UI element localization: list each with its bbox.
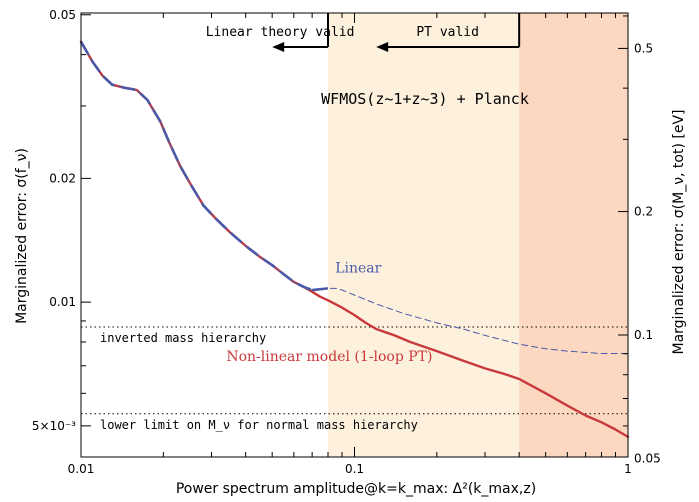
y-tick-label-right: 0.05 [634, 451, 661, 465]
title-annotation: WFMOS(z~1+z~3) + Planck [321, 90, 529, 108]
arrow-label-0: Linear theory valid [206, 25, 355, 40]
y-tick-label-right: 0.2 [634, 205, 653, 219]
y-tick-label-left: 0.05 [49, 8, 76, 22]
series-layer [79, 40, 630, 439]
series-label-0: Linear [335, 261, 381, 277]
reference-label-0: inverted mass hierarchy [100, 331, 266, 345]
axis-ticks: 0.01 0.1 10.050.020.015×10⁻³0.50.20.10.05 [32, 8, 661, 476]
y-axis-label-right: Marginalized error: σ(M_ν, tot) [eV] [671, 110, 687, 355]
annotations: Linear theory valid PT valid WFMOS(z~1+z~3… [206, 13, 529, 365]
reference-label-1: lower limit on M_ν for normal mass hiera… [100, 418, 418, 432]
arrow-label-1: PT valid [416, 25, 479, 40]
x-axis-label: Power spectrum amplitude@k=k_max: Δ²(k_m… [176, 481, 536, 497]
y-axis-label-left: Marginalized error: σ(f_ν) [14, 148, 30, 324]
y-tick-label-left: 0.01 [49, 295, 76, 309]
reference-lines: inverted mass hierarchy lower limit on M_… [81, 326, 628, 432]
y-tick-label-left: 5×10⁻³ [32, 419, 76, 433]
arrow-head-0 [272, 42, 285, 52]
shaded-regions [327, 13, 628, 457]
x-tick-label: 1 [624, 462, 632, 476]
x-tick-label: 0.1 [345, 462, 364, 476]
y-tick-label-right: 0.5 [634, 41, 653, 55]
arrow-head-1 [376, 42, 389, 52]
series-label-1: Non-linear model (1-loop PT) [226, 349, 432, 365]
y-tick-label-left: 0.02 [49, 171, 76, 185]
y-tick-label-right: 0.1 [634, 328, 653, 342]
region-1 [519, 13, 628, 457]
series-line-0-thick [79, 41, 313, 292]
x-tick-label: 0.01 [68, 462, 95, 476]
series-line-0-thick-tail [311, 287, 329, 292]
region-0 [327, 13, 520, 457]
